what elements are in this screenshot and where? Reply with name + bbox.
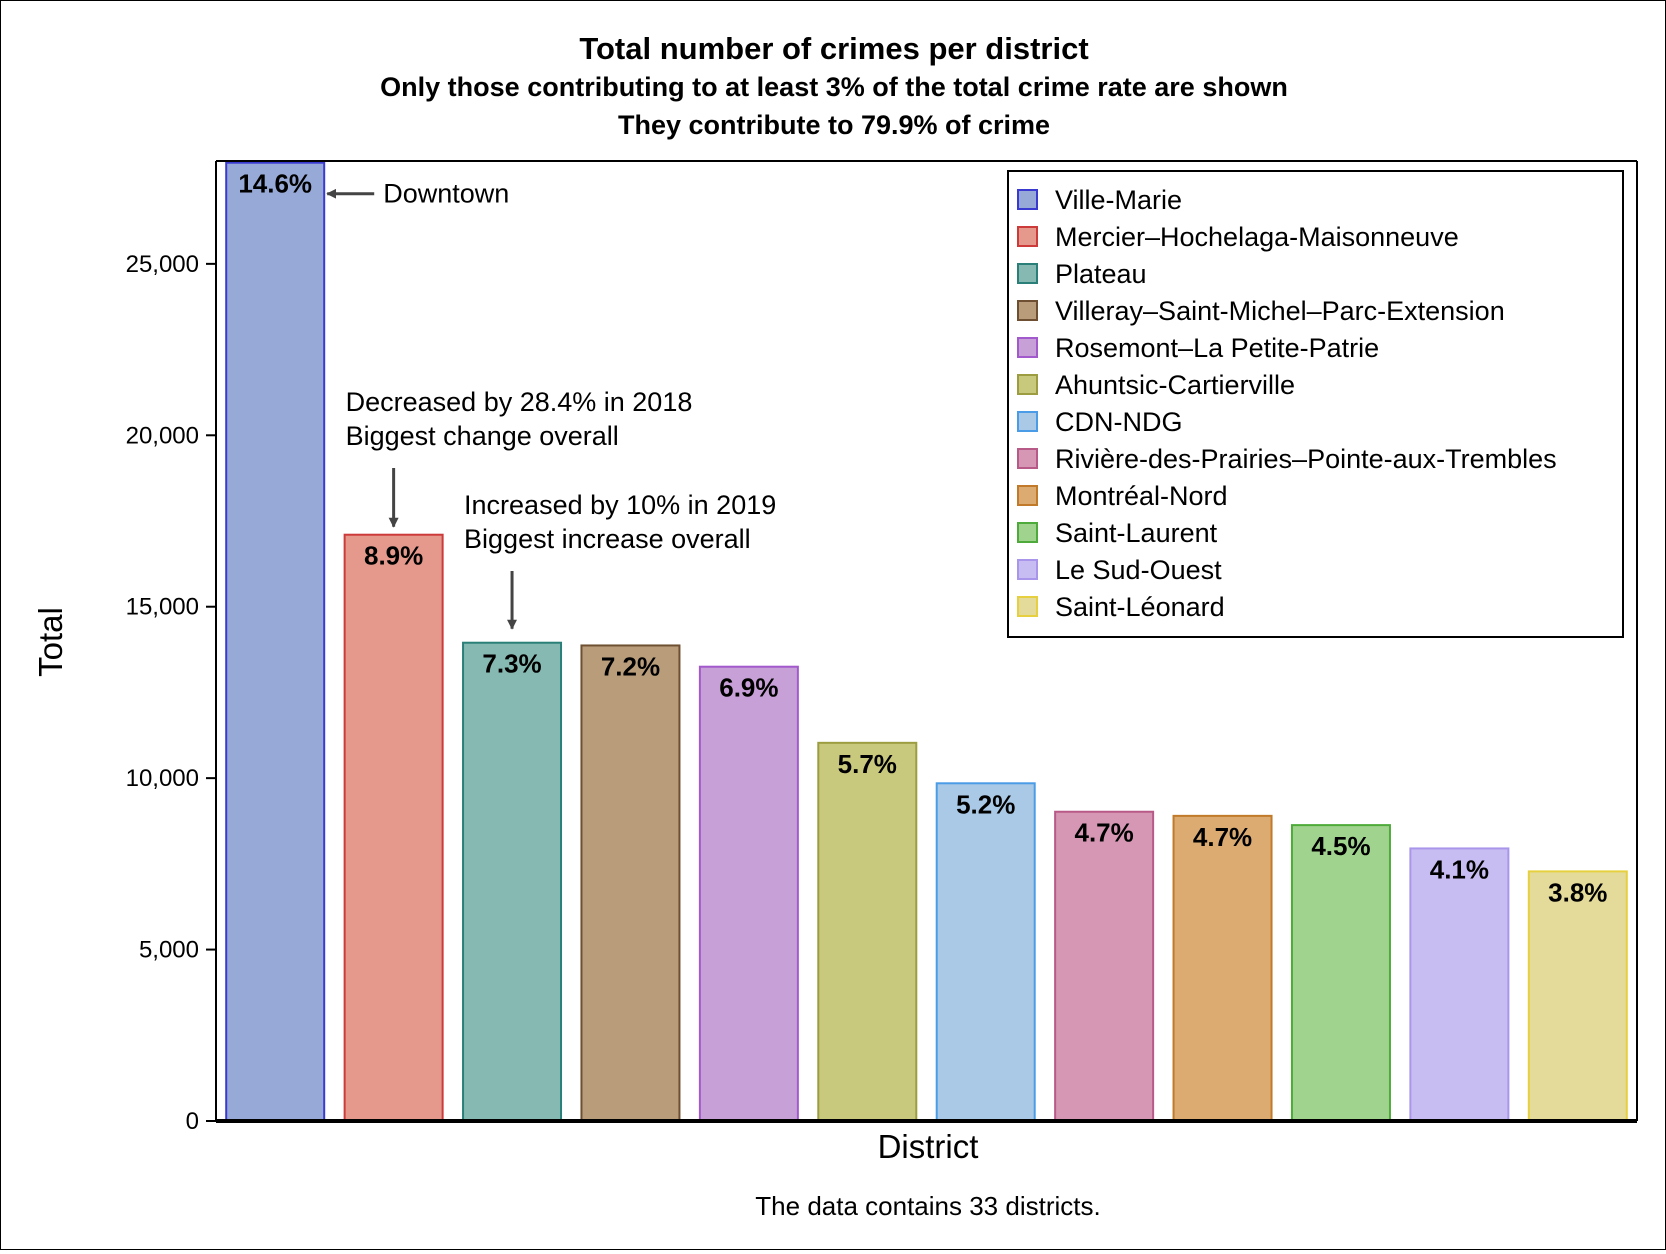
- legend-swatch-5: [1017, 337, 1038, 358]
- legend-label-7: CDN-NDG: [1055, 407, 1183, 437]
- bar-data-label-10: 4.5%: [1311, 831, 1370, 861]
- chart-subtitle-line-1: Only those contributing to at least 3% o…: [380, 72, 1288, 102]
- annotation-decrease-line-1: Decreased by 28.4% in 2018: [346, 387, 693, 417]
- legend-swatch-12: [1017, 596, 1038, 617]
- annotation-decrease-line-2: Biggest change overall: [346, 421, 619, 451]
- bar-10: [1290, 824, 1391, 1122]
- bar-3: [462, 641, 563, 1122]
- legend-swatch-6: [1017, 374, 1038, 395]
- legend-swatch-3: [1017, 263, 1038, 284]
- legend-swatch-8: [1017, 448, 1038, 469]
- legend-label-4: Villeray–Saint-Michel–Parc-Extension: [1055, 296, 1505, 326]
- legend-label-6: Ahuntsic-Cartierville: [1055, 370, 1295, 400]
- y-tick-label-25000: 25,000: [126, 251, 199, 278]
- legend-label-2: Mercier–Hochelaga-Maisonneuve: [1055, 222, 1459, 252]
- annotation-increase-line-1: Increased by 10% in 2019: [464, 490, 776, 520]
- y-tick-label-10000: 10,000: [126, 765, 199, 792]
- bar-data-label-7: 5.2%: [956, 789, 1015, 819]
- legend-label-3: Plateau: [1055, 259, 1147, 289]
- legend-swatch-1: [1017, 189, 1038, 210]
- legend-swatch-9: [1017, 485, 1038, 506]
- legend-swatch-4: [1017, 300, 1038, 321]
- y-axis-title: Total: [32, 607, 69, 677]
- chart-title: Total number of crimes per district: [579, 31, 1088, 66]
- bar-data-label-9: 4.7%: [1193, 822, 1252, 852]
- bar-9: [1172, 814, 1273, 1122]
- bar-data-label-4: 7.2%: [601, 651, 660, 681]
- bar-8: [1054, 810, 1155, 1122]
- chart-subtitle-line-2: They contribute to 79.9% of crime: [618, 110, 1050, 140]
- y-tick-label-15000: 15,000: [126, 594, 199, 621]
- bar-6: [817, 741, 918, 1122]
- annotation-increase-line-2: Biggest increase overall: [464, 524, 751, 554]
- legend-swatch-2: [1017, 226, 1038, 247]
- bar-11: [1409, 847, 1510, 1123]
- legend-swatch-7: [1017, 411, 1038, 432]
- bar-12: [1527, 870, 1628, 1123]
- bar-data-label-8: 4.7%: [1074, 818, 1133, 848]
- legend-swatch-10: [1017, 522, 1038, 543]
- bar-5: [698, 665, 799, 1122]
- bar-4: [580, 644, 681, 1122]
- legend-label-5: Rosemont–La Petite-Patrie: [1055, 333, 1379, 363]
- legend-label-8: Rivière-des-Prairies–Pointe-aux-Trembles: [1055, 444, 1557, 474]
- bar-data-label-6: 5.7%: [838, 749, 897, 779]
- bar-data-label-2: 8.9%: [364, 541, 423, 571]
- bar-data-label-3: 7.3%: [482, 649, 541, 679]
- bar-data-label-5: 6.9%: [719, 673, 778, 703]
- bar-7: [935, 782, 1036, 1122]
- y-tick-label-5000: 5,000: [139, 937, 199, 964]
- annotation-downtown: Downtown: [383, 179, 509, 209]
- plot-area: 14.6% 8.9% 7.3% 7.2% 6.9% 5.7% 5.2% 4.7% 4.7% 4.5…: [126, 160, 1638, 1135]
- legend-label-10: Saint-Laurent: [1055, 518, 1218, 548]
- bar-data-label-12: 3.8%: [1548, 877, 1607, 907]
- y-tick-label-20000: 20,000: [126, 422, 199, 449]
- footnote: The data contains 33 districts.: [755, 1191, 1100, 1221]
- legend-swatch-11: [1017, 559, 1038, 580]
- bar-2: [343, 533, 444, 1122]
- bar-data-label-11: 4.1%: [1430, 854, 1489, 884]
- y-tick-label-0: 0: [186, 1108, 199, 1135]
- x-axis-title: District: [878, 1128, 979, 1165]
- bar-1: [225, 161, 326, 1122]
- legend-label-11: Le Sud-Ouest: [1055, 555, 1222, 585]
- legend-label-9: Montréal-Nord: [1055, 481, 1228, 511]
- bar-data-label-1: 14.6%: [238, 169, 312, 199]
- legend-box: [1007, 170, 1624, 638]
- legend-label-1: Ville-Marie: [1055, 185, 1182, 215]
- legend-label-12: Saint-Léonard: [1055, 592, 1225, 622]
